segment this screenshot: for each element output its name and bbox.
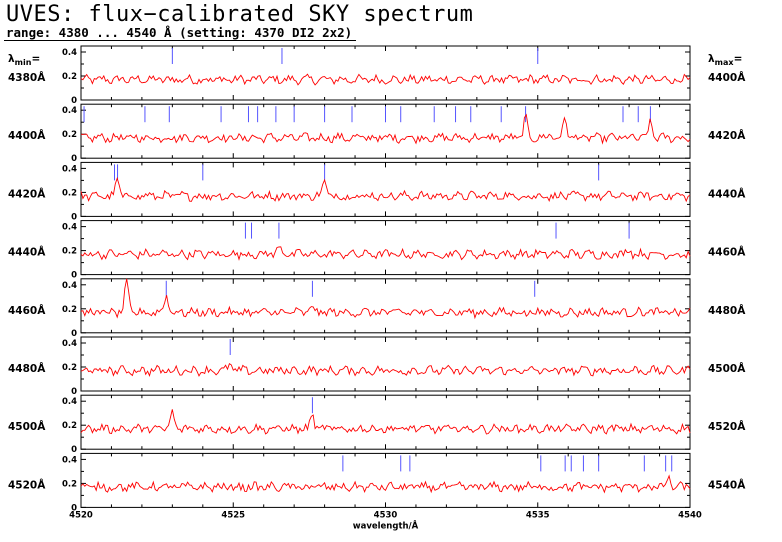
spectrum-line: [80, 363, 691, 377]
panel-frame: [80, 278, 691, 334]
spectrum-line: [80, 113, 691, 145]
panel-lambda-min: 4380Å: [8, 71, 46, 84]
lambda-min-header: λmin=: [8, 53, 40, 67]
y-tick-label: 0.2: [62, 305, 77, 315]
panel-lambda-min: 4460Å: [8, 304, 46, 317]
x-tick-label: 4525: [221, 510, 245, 520]
y-tick-label: 0: [71, 329, 77, 339]
y-tick-label: 0: [71, 387, 77, 397]
title-underline: [4, 40, 356, 41]
spectrum-line: [80, 73, 691, 86]
y-tick-label: 0.2: [62, 247, 77, 257]
panel-lambda-max: 4420Å: [708, 129, 746, 142]
x-axis-label: wavelength/Å: [353, 520, 419, 531]
panel-lambda-min: 4480Å: [8, 362, 46, 375]
y-tick-label: 0.4: [62, 281, 77, 291]
y-tick-label: 0: [71, 271, 77, 281]
y-tick-label: 0.2: [62, 188, 77, 198]
y-tick-label: 0.4: [62, 223, 77, 233]
x-tick-label: 4530: [374, 510, 398, 520]
x-tick-label: 4535: [526, 510, 550, 520]
spectrum-line: [80, 409, 691, 435]
panel-lambda-min: 4420Å: [8, 187, 46, 200]
y-tick-label: 0.2: [62, 363, 77, 373]
panel-lambda-max: 4400Å: [708, 71, 746, 84]
y-tick-label: 0.2: [62, 72, 77, 82]
spectrum-line: [80, 474, 691, 494]
panel-lambda-max: 4500Å: [708, 362, 746, 375]
y-tick-label: 0.4: [62, 106, 77, 116]
y-tick-label: 0.2: [62, 421, 77, 431]
y-tick-label: 0: [71, 96, 77, 106]
panel-lambda-max: 4540Å: [708, 478, 746, 491]
spectrum-line: [80, 246, 691, 261]
panel-lambda-max: 4520Å: [708, 420, 746, 433]
x-tick-label: 4520: [69, 510, 93, 520]
chart-subtitle: range: 4380 ... 4540 Å (setting: 4370 DI…: [6, 25, 353, 40]
lambda-max-header: λmax=: [708, 53, 742, 67]
y-tick-label: 0.4: [62, 48, 77, 58]
panel-frame: [80, 220, 691, 276]
y-tick-label: 0.4: [62, 339, 77, 349]
spectrum-line: [80, 176, 691, 203]
y-tick-label: 0.2: [62, 479, 77, 489]
y-tick-label: 0.4: [62, 455, 77, 465]
panel-lambda-min: 4440Å: [8, 246, 46, 259]
y-tick-label: 0.4: [62, 164, 77, 174]
y-tick-label: 0.2: [62, 130, 77, 140]
panel-lambda-max: 4460Å: [708, 246, 746, 259]
panel-lambda-max: 4480Å: [708, 304, 746, 317]
panel-lambda-max: 4440Å: [708, 187, 746, 200]
y-tick-label: 0: [71, 212, 77, 222]
y-tick-label: 0: [71, 503, 77, 513]
chart-title: UVES: flux−calibrated SKY spectrum: [6, 2, 474, 27]
spectrum-line: [80, 278, 691, 320]
panel-frame: [80, 336, 691, 392]
panel-lambda-min: 4500Å: [8, 420, 46, 433]
x-tick-label: 4540: [678, 510, 702, 520]
panel-frame: [80, 394, 691, 450]
panel-lambda-min: 4520Å: [8, 478, 46, 491]
panel-lambda-min: 4400Å: [8, 129, 46, 142]
y-tick-label: 0: [71, 445, 77, 455]
y-tick-label: 0: [71, 154, 77, 164]
y-tick-label: 0.4: [62, 397, 77, 407]
